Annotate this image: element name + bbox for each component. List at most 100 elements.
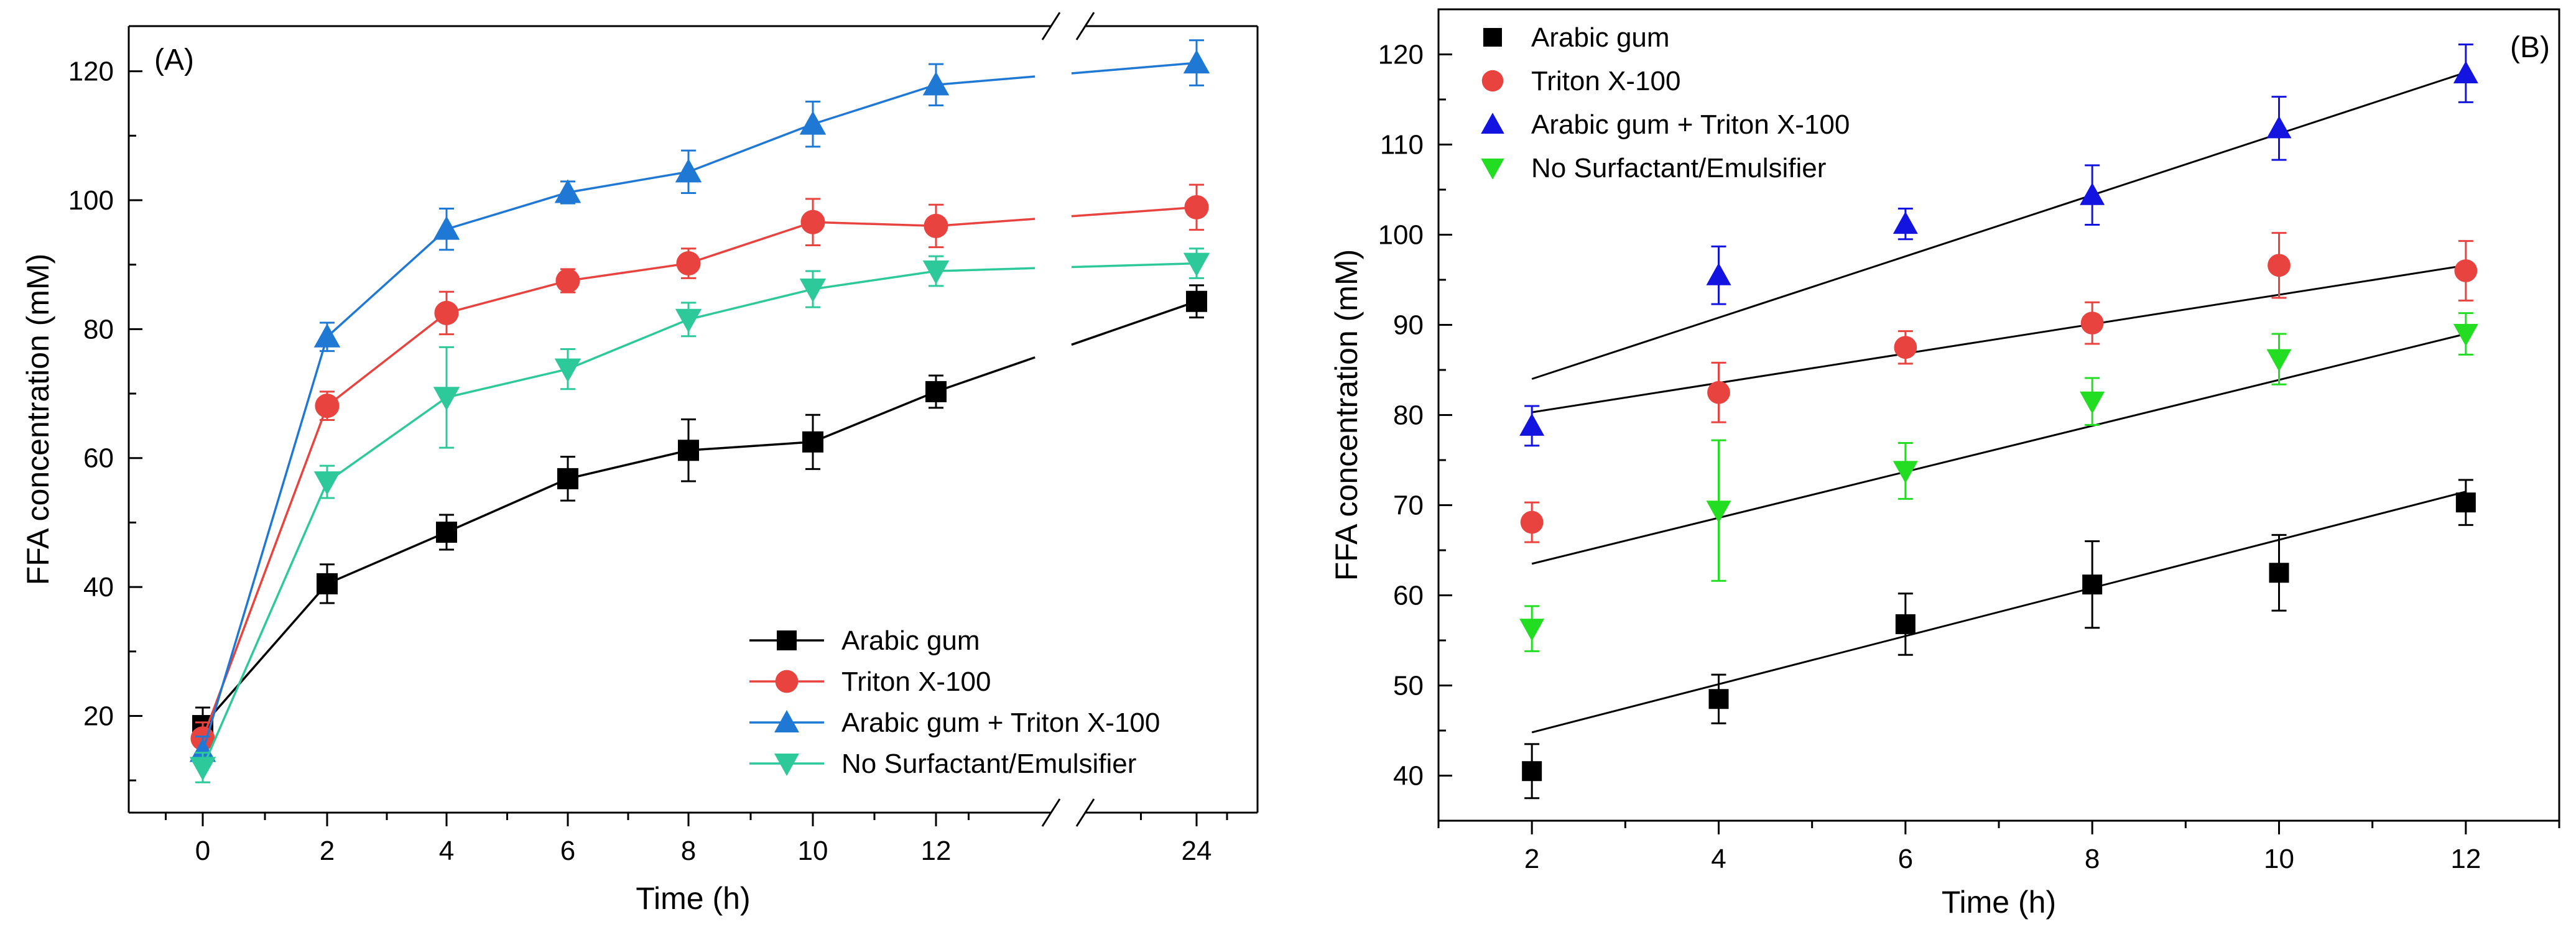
axis-break-mark [1075,12,1095,40]
y-tick-label: 50 [1393,671,1424,701]
data-point [1520,510,1544,534]
data-point [1183,49,1210,74]
y-tick-label: 70 [1393,491,1424,521]
data-point [189,757,216,781]
data-point [1707,381,1730,404]
legend: Arabic gum Triton X-100 Arabic gum + Trito… [1481,22,1850,183]
data-point [2080,391,2105,414]
data-point [2269,563,2289,583]
data-point [1522,761,1542,782]
legend-label: Arabic gum + Triton X-100 [1531,109,1850,140]
data-point [1708,689,1729,709]
series-line [1071,62,1197,75]
data-point [554,358,581,382]
y-tick-label: 100 [1378,220,1424,251]
legend-label: Triton X-100 [1531,66,1680,96]
data-point [2266,116,2292,139]
data-point [1894,336,1917,359]
data-point [1186,290,1207,312]
x-tick-label: 6 [1898,844,1913,874]
data-point [1184,195,1209,219]
data-point [1895,614,1916,634]
data-point [317,573,338,594]
data-point [433,387,460,411]
y-tick-label: 40 [1393,761,1424,791]
data-point [799,111,827,135]
panel-label: (B) [2510,31,2550,64]
data-point [676,251,701,276]
legend-label: No Surfactant/Emulsifier [1531,153,1826,183]
data-point [925,381,947,402]
data-point [436,521,457,543]
data-point [1519,619,1545,642]
data-point [678,440,699,461]
data-point [2268,254,2291,277]
y-tick-label: 80 [1393,400,1424,431]
x-tick-label: 8 [681,836,696,866]
data-point [434,300,459,325]
y-tick-label: 100 [68,185,114,216]
legend-marker [1483,28,1502,47]
y-axis-title: FFA concentration (mM) [21,254,55,586]
series-3 [189,247,1210,783]
data-point [315,394,340,418]
y-tick-label: 110 [1380,130,1424,160]
data-point [1706,262,1731,285]
fit-line [1531,264,2467,413]
legend-marker [774,754,799,776]
data-point [2080,182,2105,205]
x-tick-label: 2 [320,836,335,866]
y-tick-label: 60 [1393,581,1424,611]
data-point [189,738,216,762]
panel-label: (A) [154,44,194,76]
x-tick-label: 6 [560,836,575,866]
data-point [1893,211,1918,234]
legend-label: Arabic gum [1531,22,1670,53]
series-2 [189,39,1210,767]
x-tick-label: 2 [1524,844,1539,874]
y-tick-label: 40 [83,572,114,602]
x-axis-title: Time (h) [1942,885,2056,920]
data-point [802,431,823,453]
legend-marker [1481,159,1504,180]
x-tick-label: 0 [195,836,210,866]
data-point [2453,60,2478,83]
data-point [2266,349,2292,372]
fit-line [1531,72,2467,380]
y-tick-label: 20 [83,701,114,731]
axis-break-mark [1075,798,1095,827]
legend-label: Triton X-100 [841,667,991,697]
panel-b-chart: 40 50 60 70 80 90 100 110 120 2 4 6 8 10 12 Time (h) FFA… [1329,8,2560,920]
series-line [1071,206,1197,218]
data-point [2453,324,2478,346]
y-tick-label: 60 [83,443,114,474]
series-3 [1519,312,2478,652]
data-point [2455,492,2476,513]
legend-label: No Surfactant/Emulsifier [841,749,1136,779]
y-tick-label: 120 [1378,40,1424,70]
data-point [924,213,948,238]
legend-label: Arabic gum [841,625,980,656]
x-axis-title: Time (h) [636,881,750,916]
series-1 [1520,232,2478,543]
y-tick-label: 120 [68,57,114,87]
data-point [2454,259,2478,282]
series-0 [1522,479,2476,800]
x-tick-label: 12 [921,836,952,866]
x-tick-label: 12 [2450,844,2481,874]
axis-break-mark [1041,12,1061,40]
data-point [675,159,702,183]
series-line [1071,300,1197,346]
data-point [2082,574,2103,595]
series-line [935,356,1035,393]
x-tick-label: 10 [2264,844,2294,874]
axis-break-mark [1041,798,1061,827]
data-point [800,210,825,234]
x-tick-label: 4 [439,836,454,866]
data-point [799,279,827,303]
legend: Arabic gum Triton X-100 Arabic gum + Trito… [749,625,1160,779]
series-line [935,267,1035,272]
series-line [935,218,1035,228]
